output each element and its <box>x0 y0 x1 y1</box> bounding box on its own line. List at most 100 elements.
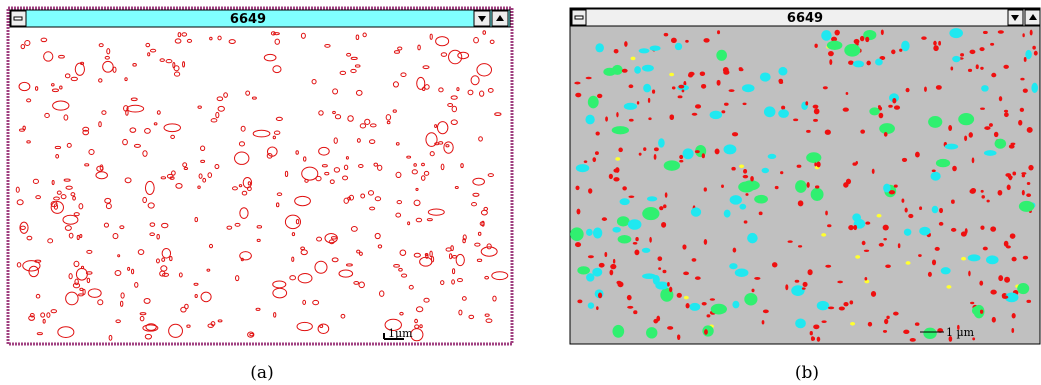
particle <box>886 316 889 319</box>
particle <box>682 244 686 249</box>
particle <box>908 214 913 218</box>
window-title: 6649 <box>787 11 823 26</box>
page: 6649 1µm 6649 1 µm (a) (b) (() => { cons… <box>0 0 1041 385</box>
particle <box>605 116 608 121</box>
particle <box>627 306 633 309</box>
particle <box>662 270 666 273</box>
particle <box>577 299 582 303</box>
particle <box>795 280 800 283</box>
particle <box>1012 172 1016 176</box>
particle <box>980 226 984 230</box>
particle <box>628 195 634 198</box>
particle <box>910 338 916 342</box>
particle <box>678 85 684 89</box>
particle <box>999 96 1002 101</box>
particle <box>994 132 999 137</box>
particle <box>976 64 979 69</box>
particle <box>893 312 899 316</box>
particle <box>949 28 963 38</box>
particle <box>778 67 787 76</box>
particle <box>664 160 680 170</box>
particle <box>629 84 634 88</box>
particle <box>586 229 593 236</box>
particle <box>806 152 821 163</box>
particle <box>1005 173 1011 177</box>
particle <box>980 310 983 314</box>
particle <box>721 185 724 188</box>
particle <box>750 176 754 181</box>
particle <box>854 39 860 44</box>
particle <box>724 103 729 106</box>
particle <box>658 267 661 270</box>
particle <box>739 204 746 210</box>
particle <box>839 306 845 310</box>
particle <box>901 199 904 203</box>
particle <box>964 135 967 141</box>
particle <box>884 132 888 137</box>
particle <box>883 330 887 333</box>
particle <box>642 65 654 72</box>
particle <box>669 114 674 120</box>
window-b: 6649 1 µm <box>570 8 1040 344</box>
particle <box>603 68 616 76</box>
particle <box>731 167 735 171</box>
particle <box>729 263 737 269</box>
particle <box>715 149 720 155</box>
particle <box>853 225 857 230</box>
particle <box>616 112 618 117</box>
particle <box>739 68 744 71</box>
particle <box>658 138 665 147</box>
particle <box>677 293 682 298</box>
particle <box>860 36 865 41</box>
particle <box>649 237 652 243</box>
particle <box>716 50 727 61</box>
particle <box>598 292 602 298</box>
particle <box>634 249 639 255</box>
particle <box>998 30 1004 33</box>
particle <box>829 59 832 65</box>
particle <box>1004 110 1008 113</box>
particle <box>980 67 984 70</box>
particle <box>615 157 620 161</box>
particle <box>935 247 940 251</box>
particle <box>968 254 981 261</box>
particle <box>990 43 994 46</box>
particle <box>617 216 630 226</box>
system-menu-icon <box>575 16 583 19</box>
particle <box>825 130 831 135</box>
particle <box>995 139 1007 149</box>
particle <box>814 162 816 166</box>
particle <box>616 281 621 285</box>
particle <box>723 67 729 73</box>
particle <box>669 73 674 77</box>
particle <box>885 265 891 268</box>
particle <box>751 289 754 293</box>
particle <box>983 247 988 251</box>
particle <box>822 320 827 323</box>
particle <box>989 123 993 127</box>
particle <box>823 86 828 89</box>
particle <box>1004 112 1009 117</box>
particle <box>1027 182 1031 185</box>
particle <box>664 33 669 37</box>
particle <box>923 328 936 339</box>
particle <box>990 290 996 295</box>
particle <box>878 105 881 108</box>
particle <box>639 48 650 53</box>
particle <box>679 155 683 159</box>
particle <box>968 69 972 72</box>
particle <box>901 41 909 52</box>
particle <box>888 105 893 108</box>
particle <box>986 200 989 203</box>
particle <box>1009 144 1015 148</box>
particle <box>1030 30 1033 36</box>
particle <box>879 113 884 119</box>
particle <box>595 151 599 155</box>
particle <box>634 66 641 74</box>
particle <box>768 154 777 159</box>
particle <box>575 186 579 191</box>
particle <box>745 193 748 196</box>
particle <box>574 82 580 85</box>
particle <box>894 105 900 109</box>
particle <box>877 214 882 218</box>
